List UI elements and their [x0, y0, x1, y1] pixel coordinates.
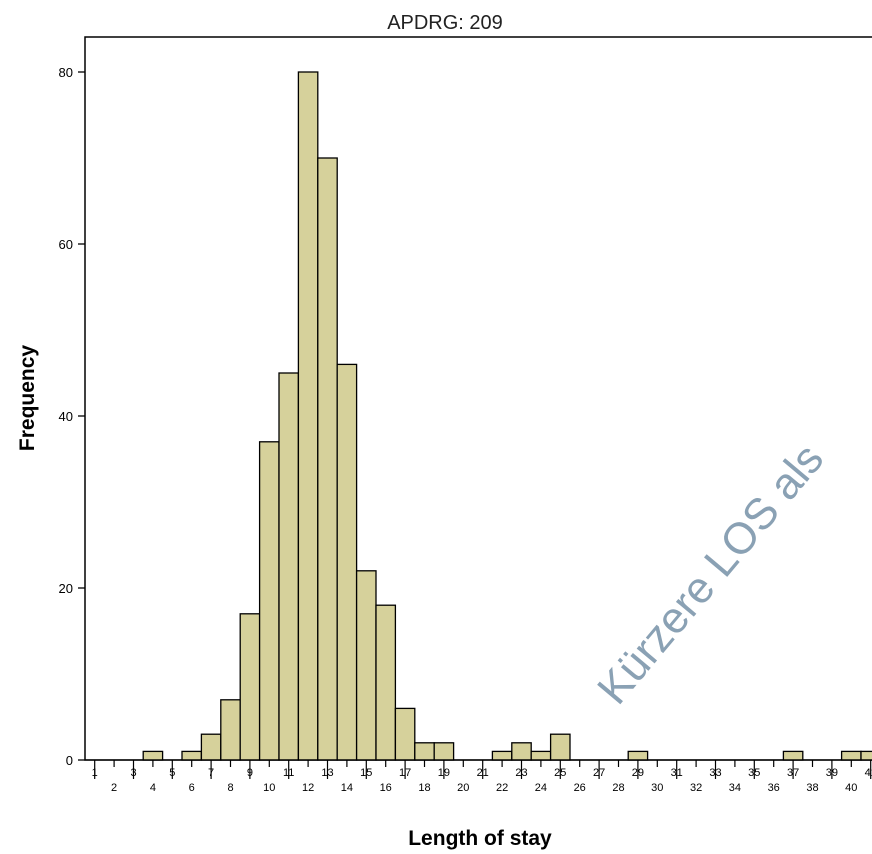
bar-los-41: [860, 750, 872, 761]
bar-los-25: [549, 733, 571, 761]
bar-los-22: [491, 750, 513, 761]
bar-los-7: [200, 733, 222, 761]
x-tick-label: 24: [535, 782, 547, 794]
bars: [142, 71, 872, 761]
x-tick-label: 12: [302, 782, 314, 794]
y-tick-label: 60: [59, 237, 73, 252]
x-tick-label: 4: [150, 782, 156, 794]
x-tick-label: 35: [748, 767, 760, 779]
x-tick-label: 19: [438, 767, 450, 779]
x-tick-label: 10: [263, 782, 275, 794]
bar-los-29: [627, 750, 649, 761]
y-tick-label: 80: [59, 65, 73, 80]
plot-frame: [84, 36, 872, 761]
x-tick-label: 40: [845, 782, 857, 794]
bar-los-37: [782, 750, 804, 761]
x-tick-label: 33: [709, 767, 721, 779]
x-tick-label: 23: [515, 767, 527, 779]
bar-los-40: [840, 750, 862, 761]
bar-los-11: [278, 372, 300, 761]
x-tick-label: 32: [690, 782, 702, 794]
x-tick-label: 27: [593, 767, 605, 779]
plot-area-border: [84, 36, 872, 761]
bar-los-8: [220, 699, 241, 761]
y-tick-label: 0: [66, 753, 73, 768]
x-tick-label: 16: [380, 782, 392, 794]
x-tick-label: 2: [111, 782, 117, 794]
x-tick-label: 18: [418, 782, 430, 794]
bar-los-19: [433, 742, 455, 761]
bar-los-16: [375, 604, 397, 761]
bar-los-14: [336, 363, 358, 761]
x-tick-label: 31: [671, 767, 683, 779]
x-tick-label: 17: [399, 767, 411, 779]
bar-los-10: [258, 441, 280, 761]
x-tick-label: 30: [651, 782, 663, 794]
x-tick-label: 6: [189, 782, 195, 794]
x-tick-label: 5: [169, 767, 175, 779]
y-tick-label: 20: [59, 581, 73, 596]
x-tick-label: 11: [283, 767, 294, 779]
bar-los-15: [355, 570, 377, 761]
x-tick-label: 25: [554, 767, 566, 779]
x-tick-label: 20: [457, 782, 469, 794]
x-tick-label: 29: [632, 767, 644, 779]
x-tick-label: 28: [612, 782, 624, 794]
x-tick-label: 39: [826, 767, 838, 779]
y-axis: 0 20 40 60 80: [59, 65, 85, 768]
bar-los-23: [511, 742, 532, 761]
x-tick-label: 15: [360, 767, 372, 779]
x-tick-label: 34: [729, 782, 741, 794]
x-tick-label: 38: [806, 782, 818, 794]
x-axis: 1234567891011121314151617181920212223242…: [85, 759, 872, 794]
bar-los-24: [530, 750, 552, 761]
x-tick-label: 13: [321, 767, 333, 779]
x-tick-label: 22: [496, 782, 508, 794]
x-tick-label: 41: [865, 767, 872, 779]
bar-los-17: [394, 707, 416, 761]
watermark-text: Kürzere LOS als: [588, 435, 833, 714]
x-tick-label: 36: [768, 782, 780, 794]
bar-los-9: [239, 613, 261, 761]
x-tick-label: 37: [787, 767, 799, 779]
x-tick-label: 1: [92, 767, 98, 779]
bar-los-12: [297, 71, 319, 761]
x-tick-label: 26: [574, 782, 586, 794]
x-axis-label: Length of stay: [408, 827, 552, 850]
x-tick-label: 9: [247, 767, 253, 779]
x-tick-label: 3: [130, 767, 136, 779]
y-axis-label: Frequency: [16, 345, 39, 452]
bar-los-18: [414, 742, 435, 761]
x-tick-label: 7: [208, 767, 214, 779]
x-tick-label: 21: [477, 767, 489, 779]
chart-title: APDRG: 209: [387, 12, 503, 34]
x-tick-label: 14: [341, 782, 353, 794]
bar-los-4: [142, 750, 164, 761]
y-tick-label: 40: [59, 409, 73, 424]
x-tick-label: 8: [227, 782, 233, 794]
bar-los-13: [317, 157, 338, 761]
bar-los-6: [181, 750, 203, 761]
